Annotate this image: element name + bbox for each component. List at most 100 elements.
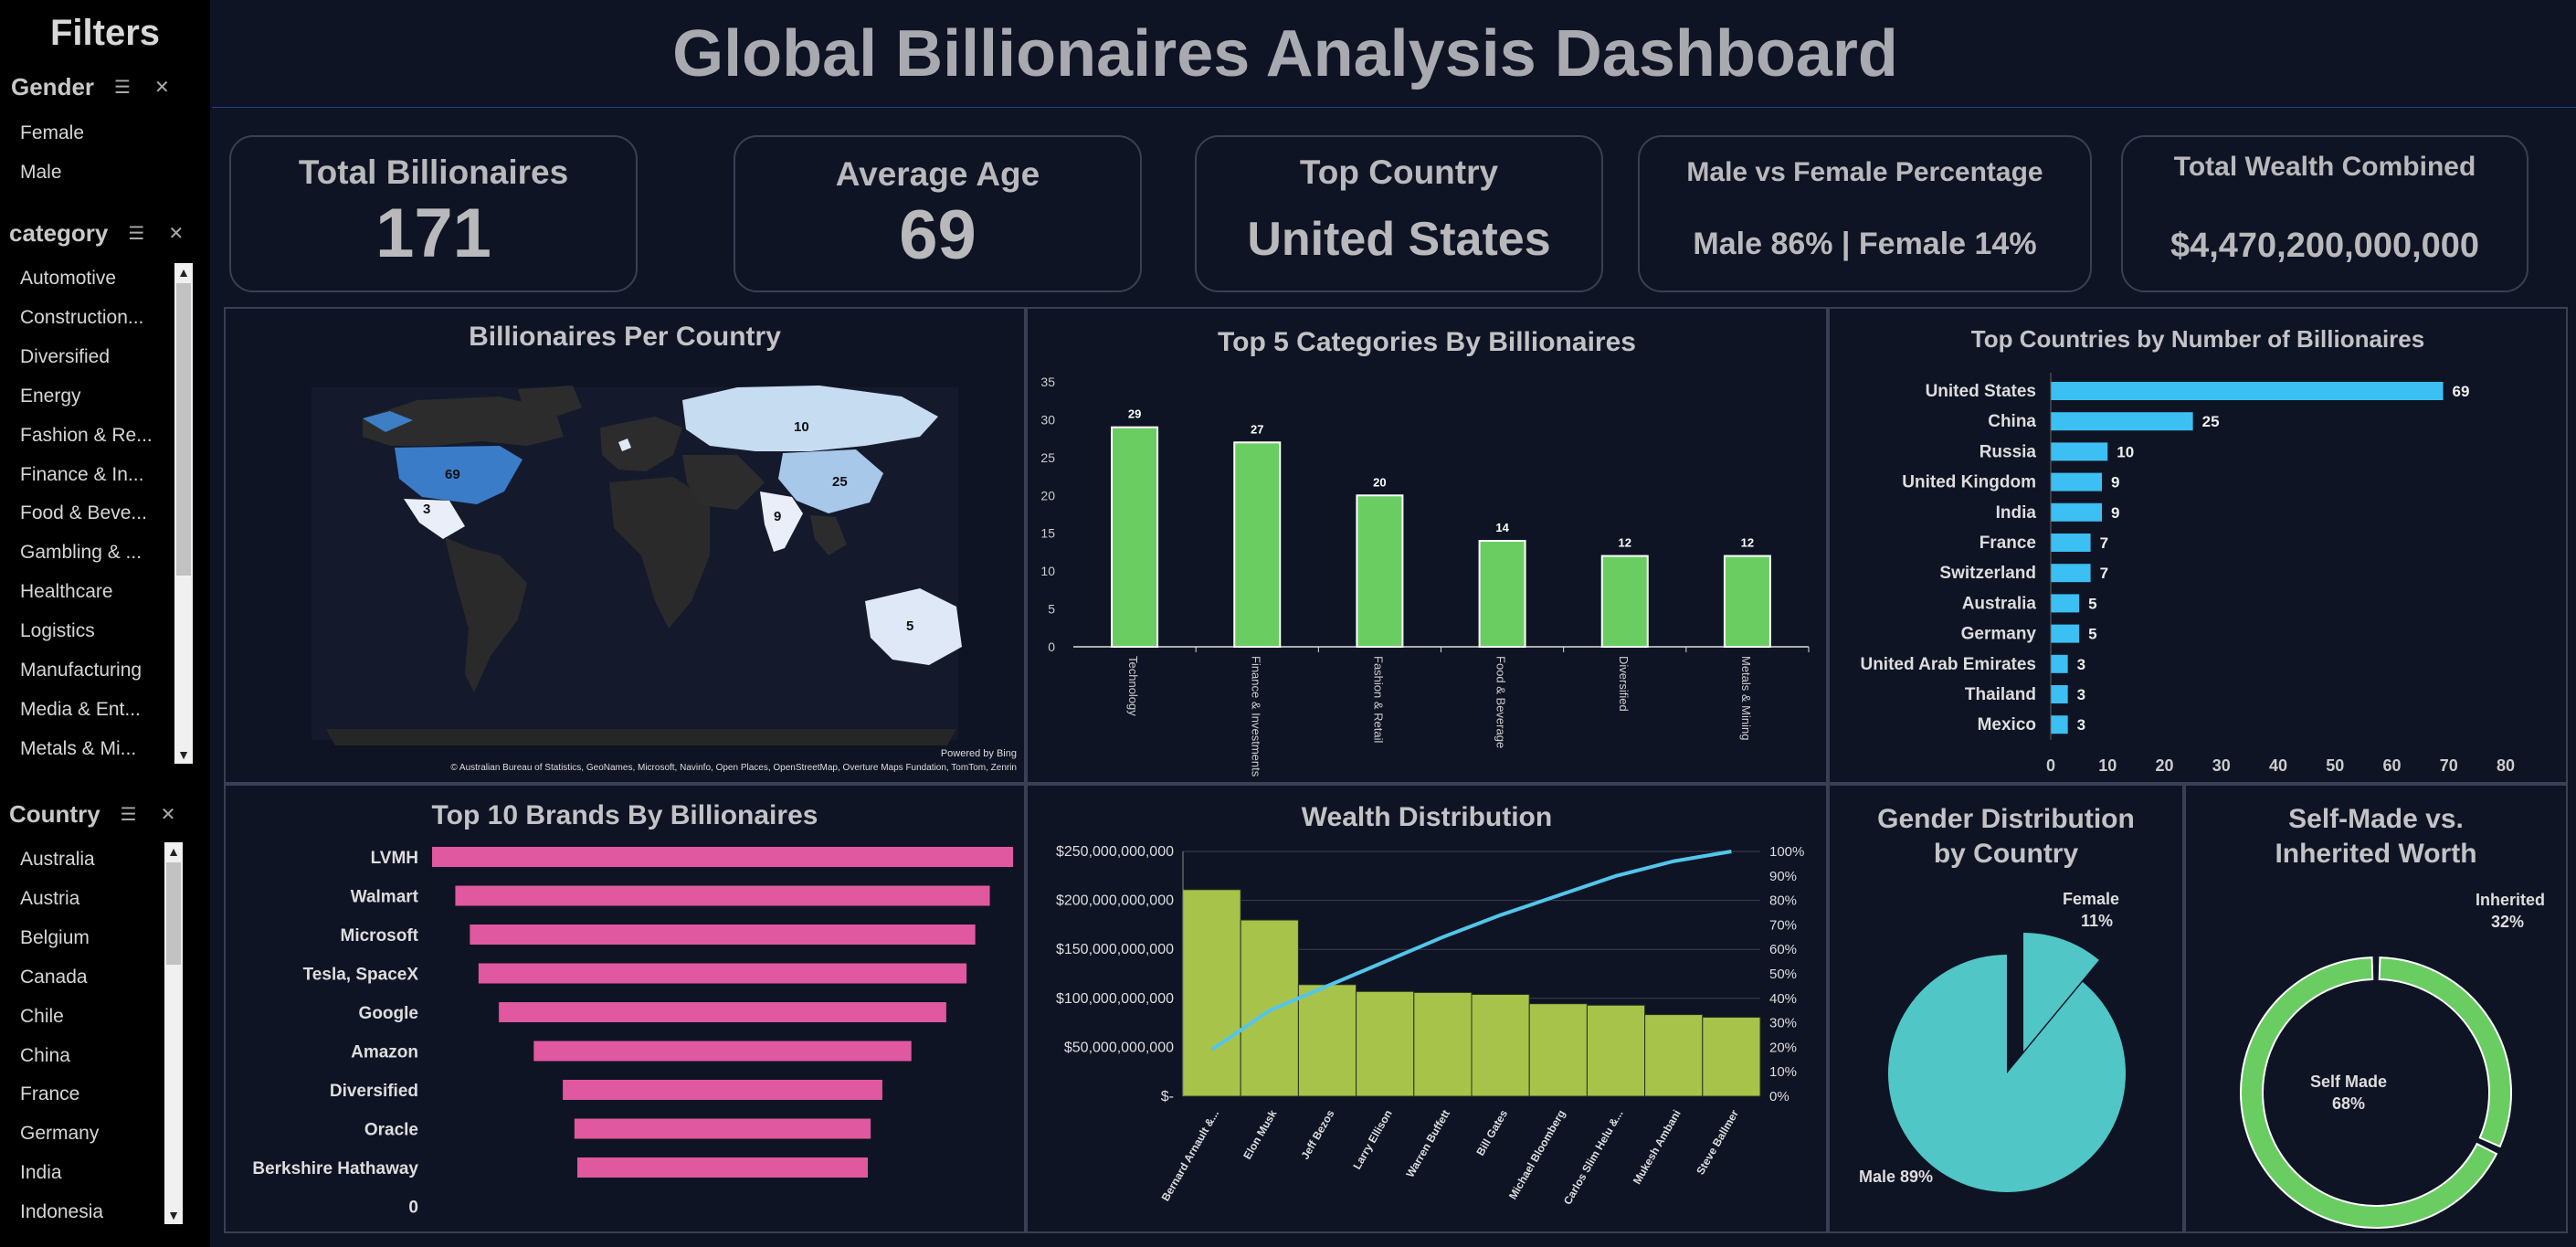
bar — [1478, 540, 1526, 648]
data-label: 3 — [2077, 686, 2085, 703]
data-label: 7 — [2100, 534, 2108, 552]
y-tick-label: Diversified — [330, 1082, 418, 1101]
map-india[interactable] — [760, 491, 803, 552]
kpi-value: 69 — [899, 196, 977, 274]
data-label: 3 — [2077, 656, 2085, 673]
slicer-item[interactable]: China — [20, 1044, 70, 1066]
kpi-label: Total Wealth Combined — [2173, 152, 2476, 182]
slicer-item[interactable]: Food & Beve... — [20, 502, 147, 524]
country-slicer-header: Country ☰ ✕ — [9, 800, 175, 829]
slicer-item[interactable]: Metals & Mi... — [20, 737, 137, 759]
scroll-down-arrow-icon[interactable]: ▼ — [167, 1208, 180, 1222]
slicer-item[interactable]: Indonesia — [20, 1201, 104, 1223]
slicer-item[interactable]: Austria — [20, 887, 80, 909]
slicer-item[interactable]: Construction... — [20, 306, 144, 328]
country-scrollbar[interactable]: ▲ ▼ — [164, 842, 183, 1224]
data-label: 69 — [2453, 383, 2470, 400]
wealth-pareto-chart: $- $50,000,000,000 $100,000,000,000 $150,00… — [1056, 844, 1804, 1207]
y-tick-label: Mexico — [1978, 715, 2036, 734]
slicer-item[interactable]: France — [20, 1083, 80, 1105]
bar — [1240, 919, 1299, 1097]
bar — [1528, 1003, 1588, 1097]
slicer-item[interactable]: Healthcare — [20, 581, 113, 603]
kpi-value: 171 — [375, 195, 491, 272]
map-europe — [600, 417, 682, 471]
map-south-america — [445, 537, 527, 692]
x-tick-label: Technology — [1126, 656, 1140, 716]
slicer-item[interactable]: Media & Ent... — [20, 698, 141, 720]
scroll-up-arrow-icon[interactable]: ▲ — [167, 844, 180, 859]
male-label: Male 89% — [1859, 1168, 1933, 1186]
bar — [533, 1041, 912, 1062]
country-slicer-label: Country — [9, 800, 100, 828]
slicer-item[interactable]: Automotive — [20, 268, 117, 289]
dashboard-header: Global Billionaires Analysis Dashboard — [212, 0, 2576, 108]
slicer-item[interactable]: Germany — [20, 1123, 100, 1145]
scroll-up-arrow-icon[interactable]: ▲ — [177, 265, 190, 280]
y-tick-label: Berkshire Hathaway — [252, 1159, 418, 1178]
map-alaska — [363, 411, 413, 432]
kpi-value: United States — [1247, 213, 1551, 266]
slicer-item[interactable]: Belgium — [20, 926, 90, 948]
category-scrollbar[interactable]: ▲ ▼ — [174, 263, 193, 764]
slicer-item[interactable]: Fashion & Re... — [20, 424, 153, 446]
world-map: 69 10 25 9 3 5 Powered by Bing © Austral… — [311, 386, 1017, 773]
bar — [1702, 1016, 1761, 1097]
bar — [2051, 624, 2080, 643]
inherited-label: Inherited — [2476, 891, 2545, 909]
y2-tick-label: 60% — [1769, 942, 1797, 957]
y-tick-label: Switzerland — [1939, 564, 2036, 583]
wealth-chart-title: Wealth Distribution — [1301, 802, 1553, 832]
map-label-usa: 69 — [445, 467, 460, 482]
data-label: 20 — [1373, 475, 1386, 489]
slicer-item[interactable]: Logistics — [20, 620, 95, 642]
clear-filter-icon[interactable]: ✕ — [168, 224, 185, 244]
x-tick-label: 10 — [2098, 756, 2117, 775]
multi-select-icon[interactable]: ☰ — [114, 78, 131, 98]
map-attribution: © Australian Bureau of Statistics, GeoNa… — [450, 763, 1017, 773]
map-australia[interactable] — [865, 588, 962, 665]
y-tick-label: $50,000,000,000 — [1064, 1040, 1174, 1055]
map-usa[interactable] — [395, 446, 523, 504]
y-tick-label: $250,000,000,000 — [1056, 844, 1174, 860]
y-tick-label: LVMH — [371, 849, 418, 868]
clear-filter-icon[interactable]: ✕ — [160, 805, 176, 825]
slicer-item[interactable]: Energy — [20, 385, 81, 407]
slicer-item[interactable]: Canada — [20, 966, 88, 988]
gender-pie-title-1: Gender Distribution — [1877, 804, 2135, 834]
multi-select-icon[interactable]: ☰ — [128, 224, 145, 244]
data-label: 12 — [1741, 536, 1754, 550]
map-russia[interactable] — [682, 386, 938, 451]
x-tick-label: Finance & Investments — [1249, 656, 1262, 777]
bar — [455, 885, 990, 906]
bar — [2051, 534, 2091, 552]
clear-filter-icon[interactable]: ✕ — [153, 78, 170, 98]
map-china[interactable] — [778, 449, 883, 513]
multi-select-icon[interactable]: ☰ — [120, 805, 137, 825]
slicer-item[interactable]: Gambling & ... — [20, 542, 143, 564]
slicer-item-female[interactable]: Female — [20, 122, 85, 143]
slicer-item[interactable]: Diversified — [20, 345, 111, 367]
slicer-item[interactable]: Australia — [20, 849, 95, 870]
y-tick-label: Thailand — [1965, 685, 2036, 704]
slicer-item[interactable]: Manufacturing — [20, 660, 143, 681]
map-mexico[interactable] — [404, 499, 465, 539]
self-made-pct-label: 68% — [2332, 1094, 2365, 1113]
slicer-item[interactable]: India — [20, 1162, 62, 1184]
scrollbar-thumb[interactable] — [176, 283, 191, 576]
slicer-item-male[interactable]: Male — [20, 162, 62, 183]
scrollbar-thumb[interactable] — [166, 862, 181, 965]
y2-tick-label: 10% — [1769, 1064, 1797, 1080]
kpi-label: Average Age — [835, 155, 1040, 193]
x-tick-label: Jeff Bezos — [1298, 1107, 1336, 1161]
slicer-item[interactable]: Chile — [20, 1005, 64, 1027]
y2-tick-label: 30% — [1769, 1016, 1797, 1031]
bar — [577, 1157, 868, 1178]
slicer-item[interactable]: Finance & In... — [20, 463, 144, 485]
x-tick-label: Michael Bloomberg — [1506, 1108, 1568, 1202]
scroll-down-arrow-icon[interactable]: ▼ — [177, 747, 190, 762]
data-label: 9 — [2111, 474, 2119, 491]
donut-title-1: Self-Made vs. — [2288, 804, 2464, 834]
pie-slice-female — [2023, 933, 2099, 1051]
bar — [470, 925, 976, 945]
